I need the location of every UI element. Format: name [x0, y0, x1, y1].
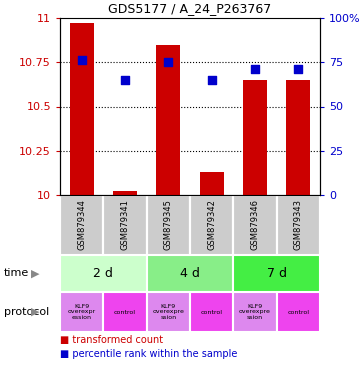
Bar — [190, 195, 233, 255]
Bar — [60, 255, 147, 292]
Text: GSM879342: GSM879342 — [207, 200, 216, 250]
Bar — [147, 255, 233, 292]
Bar — [277, 195, 320, 255]
Text: KLF9
overexpre
ssion: KLF9 overexpre ssion — [152, 304, 184, 320]
Text: GSM879344: GSM879344 — [77, 200, 86, 250]
Text: control: control — [201, 310, 223, 314]
Text: 2 d: 2 d — [93, 267, 113, 280]
Bar — [70, 23, 93, 195]
Point — [165, 59, 171, 65]
Point — [295, 66, 301, 73]
Text: 4 d: 4 d — [180, 267, 200, 280]
Point — [209, 77, 214, 83]
Point — [79, 58, 84, 64]
Text: control: control — [287, 310, 309, 314]
Bar — [233, 255, 320, 292]
Point — [122, 77, 128, 83]
Text: 7 d: 7 d — [267, 267, 287, 280]
Bar — [200, 172, 223, 195]
Bar — [243, 80, 267, 195]
Text: GSM879343: GSM879343 — [294, 200, 303, 250]
Bar — [156, 45, 180, 195]
Point — [252, 66, 258, 73]
Bar — [190, 292, 233, 332]
Bar — [60, 292, 103, 332]
Text: ■ percentile rank within the sample: ■ percentile rank within the sample — [60, 349, 238, 359]
Bar — [113, 192, 137, 195]
Bar — [233, 195, 277, 255]
Text: protocol: protocol — [4, 307, 49, 317]
Bar — [103, 195, 147, 255]
Bar — [147, 195, 190, 255]
Text: ▶: ▶ — [30, 268, 39, 278]
Bar — [60, 195, 103, 255]
Text: KLF9
overexpr
ession: KLF9 overexpr ession — [68, 304, 96, 320]
Text: GSM879346: GSM879346 — [251, 200, 260, 250]
Bar — [147, 292, 190, 332]
Text: GSM879345: GSM879345 — [164, 200, 173, 250]
Text: ▶: ▶ — [30, 307, 39, 317]
Text: KLF9
overexpre
ssion: KLF9 overexpre ssion — [239, 304, 271, 320]
Text: GSM879341: GSM879341 — [121, 200, 130, 250]
Text: control: control — [114, 310, 136, 314]
Text: time: time — [4, 268, 29, 278]
Bar — [233, 292, 277, 332]
Bar — [286, 80, 310, 195]
Bar — [277, 292, 320, 332]
Bar — [103, 292, 147, 332]
Text: ■ transformed count: ■ transformed count — [60, 335, 163, 345]
Title: GDS5177 / A_24_P263767: GDS5177 / A_24_P263767 — [108, 2, 271, 15]
